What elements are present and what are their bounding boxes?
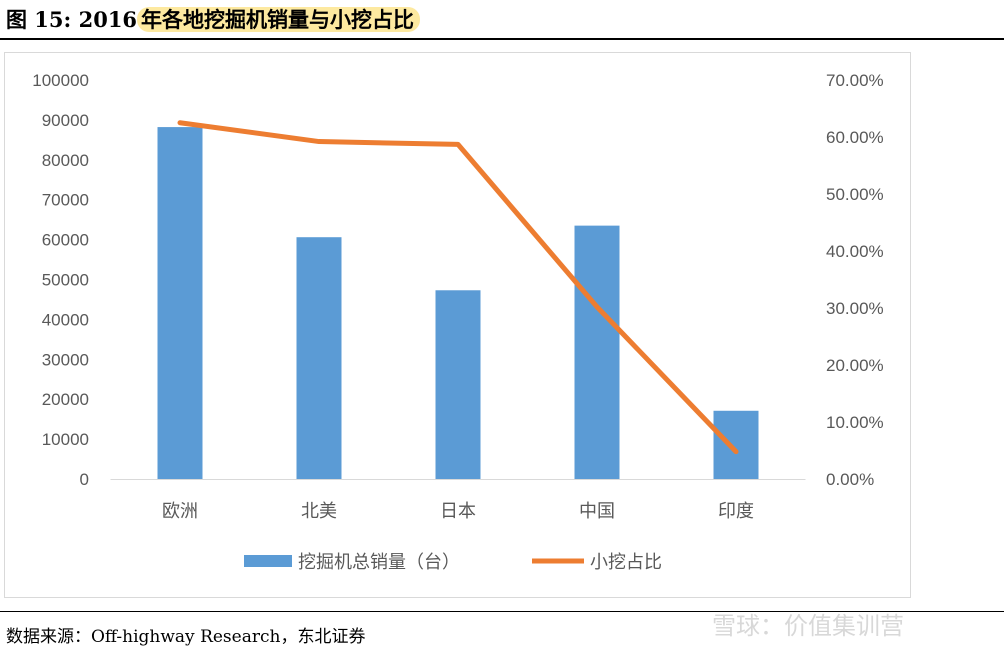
figure-title: 图 15: 2016 年各地挖掘机销量与小挖占比 bbox=[6, 4, 421, 34]
left-axis-tick-label: 40000 bbox=[42, 310, 89, 329]
left-axis-tick-label: 30000 bbox=[42, 350, 89, 369]
watermark: 雪球：价值集训营 bbox=[712, 612, 904, 640]
legend-label-line: 小挖占比 bbox=[590, 552, 662, 573]
left-axis-tick-label: 20000 bbox=[42, 390, 89, 409]
category-label: 欧洲 bbox=[162, 501, 198, 522]
category-label: 印度 bbox=[718, 501, 754, 522]
figure-title-text: 年各地挖掘机销量与小挖占比 bbox=[137, 7, 421, 32]
category-label: 中国 bbox=[579, 501, 615, 522]
bar-2 bbox=[435, 290, 481, 479]
legend-swatch-bar bbox=[244, 555, 292, 567]
bar-3 bbox=[574, 225, 620, 479]
left-axis-tick-label: 10000 bbox=[42, 430, 89, 449]
source-note: 数据来源：Off-highway Research，东北证券 bbox=[6, 627, 366, 647]
left-axis-tick-label: 0 bbox=[80, 470, 89, 489]
bar-1 bbox=[296, 237, 342, 479]
right-axis-tick-label: 40.00% bbox=[826, 242, 884, 261]
right-axis-tick-label: 60.00% bbox=[826, 128, 884, 147]
bottom-rule bbox=[0, 611, 1004, 612]
left-axis-tick-label: 60000 bbox=[42, 231, 89, 250]
right-axis-tick-label: 20.00% bbox=[826, 356, 884, 375]
left-axis-tick-label: 90000 bbox=[42, 111, 89, 130]
left-axis-tick-label: 80000 bbox=[42, 151, 89, 170]
left-axis-tick-label: 70000 bbox=[42, 191, 89, 210]
right-axis-tick-label: 10.00% bbox=[826, 413, 884, 432]
bar-0 bbox=[157, 127, 203, 479]
right-axis-tick-label: 0.00% bbox=[826, 470, 874, 489]
left-axis-tick-label: 100000 bbox=[32, 71, 89, 90]
right-axis-tick-label: 50.00% bbox=[826, 185, 884, 204]
left-axis-tick-label: 50000 bbox=[42, 271, 89, 290]
legend-label-bar: 挖掘机总销量（台） bbox=[298, 552, 460, 573]
right-axis-tick-label: 70.00% bbox=[826, 71, 884, 90]
right-axis-tick-label: 30.00% bbox=[826, 299, 884, 318]
category-label: 日本 bbox=[440, 501, 476, 522]
top-rule bbox=[0, 38, 1004, 40]
bar-4 bbox=[713, 410, 759, 479]
category-label: 北美 bbox=[301, 501, 337, 522]
figure-label: 图 15: 2016 bbox=[6, 7, 138, 32]
